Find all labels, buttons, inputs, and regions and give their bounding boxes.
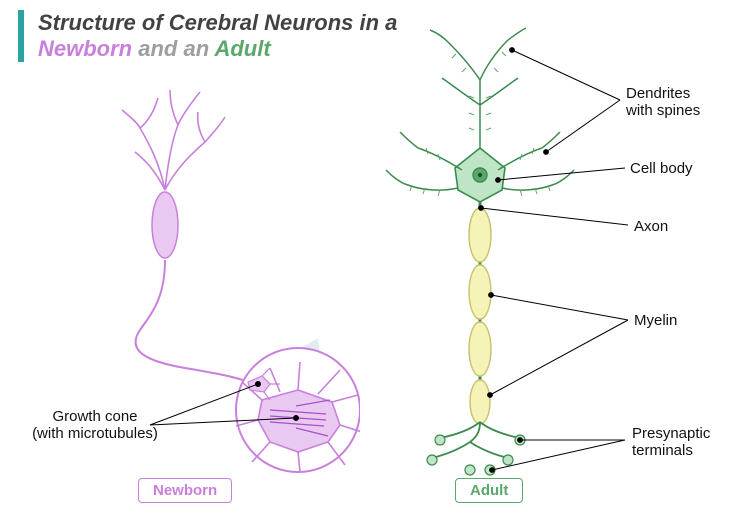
title-line-2: Newborn and an Adult bbox=[38, 36, 397, 62]
title-word-and: and an bbox=[132, 36, 214, 61]
label-cell-body: Cell body bbox=[630, 160, 693, 177]
tag-adult: Adult bbox=[455, 478, 523, 503]
title-line-1: Structure of Cerebral Neurons in a bbox=[38, 10, 397, 36]
label-dendrites: Dendrites with spines bbox=[626, 85, 700, 120]
title-word-adult: Adult bbox=[214, 36, 270, 61]
label-presynaptic: Presynaptic terminals bbox=[632, 425, 710, 460]
label-myelin: Myelin bbox=[634, 312, 677, 329]
title-block: Structure of Cerebral Neurons in a Newbo… bbox=[18, 10, 397, 62]
label-axon: Axon bbox=[634, 218, 668, 235]
label-growth-cone: Growth cone (with microtubules) bbox=[30, 408, 160, 443]
tag-newborn: Newborn bbox=[138, 478, 232, 503]
title-word-newborn: Newborn bbox=[38, 36, 132, 61]
